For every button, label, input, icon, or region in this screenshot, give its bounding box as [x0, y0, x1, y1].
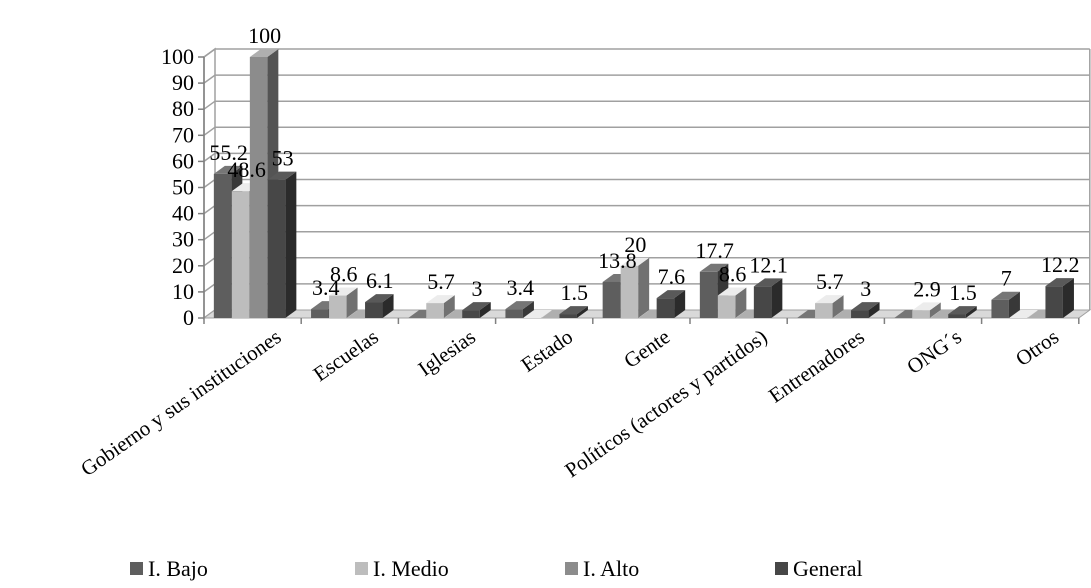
data-label: 3: [472, 276, 483, 301]
legend: I. Bajo I. Medio I. Alto General: [130, 556, 863, 581]
bar-front: [559, 314, 577, 318]
bar: [1045, 278, 1074, 318]
legend-item: General: [775, 556, 863, 581]
bar-front: [426, 303, 444, 318]
data-label: 3.4: [506, 275, 534, 300]
data-label: 17.7: [695, 238, 734, 263]
category-label: Entrenadores: [764, 324, 869, 407]
gridline: [204, 153, 1090, 161]
legend-swatch: [565, 562, 578, 575]
data-label: 12.2: [1041, 252, 1080, 277]
bar-front: [700, 272, 718, 318]
legend-label: General: [793, 556, 863, 581]
data-label: 8.6: [330, 262, 358, 287]
x-axis-categories: Gobierno y sus instituciones Escuelas Igle…: [76, 318, 1079, 482]
y-tick-label: 100: [161, 44, 194, 69]
bar-side: [638, 258, 649, 318]
bar-front: [851, 310, 869, 318]
gridline: [204, 49, 1090, 57]
data-label: 53: [272, 146, 294, 171]
y-tick-label: 30: [172, 227, 194, 252]
legend-item: I. Bajo: [130, 556, 208, 581]
y-tick-label: 40: [172, 201, 194, 226]
gridlines: [204, 49, 1090, 292]
gridline: [204, 180, 1090, 188]
legend-item: I. Medio: [355, 556, 449, 581]
data-label: 5.7: [427, 269, 455, 294]
y-tick-label: 0: [183, 305, 194, 330]
data-label: 7: [1001, 266, 1012, 291]
bar-front: [718, 296, 736, 318]
bar-front: [754, 286, 772, 318]
category-label: Gobierno y sus instituciones: [76, 324, 285, 481]
legend-label: I. Medio: [373, 556, 449, 581]
category-label: Estado: [516, 324, 577, 376]
data-label: 6.1: [366, 268, 394, 293]
data-label: 48.6: [227, 157, 266, 182]
gridline: [204, 75, 1090, 83]
data-label: 1.5: [949, 280, 977, 305]
bar-front: [268, 180, 286, 318]
data-label: 2.9: [913, 276, 941, 301]
bar-front: [815, 303, 833, 318]
bar-front: [603, 282, 621, 318]
data-label: 100: [248, 23, 281, 48]
bar-front: [311, 309, 329, 318]
data-label: 12.1: [749, 252, 788, 277]
gridline: [204, 232, 1090, 240]
y-tick-label: 50: [172, 175, 194, 200]
bar: [754, 278, 783, 318]
bar-side: [285, 172, 296, 318]
bar-front: [991, 300, 1009, 318]
y-tick-label: 10: [172, 279, 194, 304]
bar-front: [232, 191, 250, 318]
data-label: 5.7: [816, 269, 844, 294]
data-label: 1.5: [560, 280, 588, 305]
data-label: 8.6: [719, 262, 747, 287]
bar-front: [657, 298, 675, 318]
bar-front: [621, 266, 639, 318]
data-label: 3: [860, 276, 871, 301]
bar-front: [365, 302, 383, 318]
bar-front: [1045, 286, 1063, 318]
bar-front: [250, 57, 268, 318]
bar-front: [912, 310, 930, 318]
legend-swatch: [775, 562, 788, 575]
legend-label: I. Bajo: [148, 556, 208, 581]
data-label: 7.6: [658, 264, 686, 289]
y-tick-label: 90: [172, 70, 194, 95]
gridline: [204, 206, 1090, 214]
legend-swatch: [355, 562, 368, 575]
y-tick-label: 80: [172, 96, 194, 121]
category-label: Otros: [1011, 324, 1063, 370]
bar-front: [948, 314, 966, 318]
bar: [268, 172, 297, 318]
y-tick-label: 60: [172, 148, 194, 173]
bar-front: [462, 310, 480, 318]
gridline: [204, 127, 1090, 135]
category-label: ONG´s: [902, 324, 965, 378]
category-label: Iglesias: [414, 324, 480, 380]
legend-swatch: [130, 562, 143, 575]
data-label: 20: [624, 232, 646, 257]
category-label: Escuelas: [309, 324, 383, 386]
bar-front: [505, 309, 523, 318]
legend-item: I. Alto: [565, 556, 639, 581]
bar-front: [214, 174, 232, 318]
category-label: Gente: [619, 324, 674, 372]
y-tick-label: 20: [172, 253, 194, 278]
gridline: [204, 101, 1090, 109]
legend-label: I. Alto: [583, 556, 639, 581]
y-tick-label: 70: [172, 122, 194, 147]
